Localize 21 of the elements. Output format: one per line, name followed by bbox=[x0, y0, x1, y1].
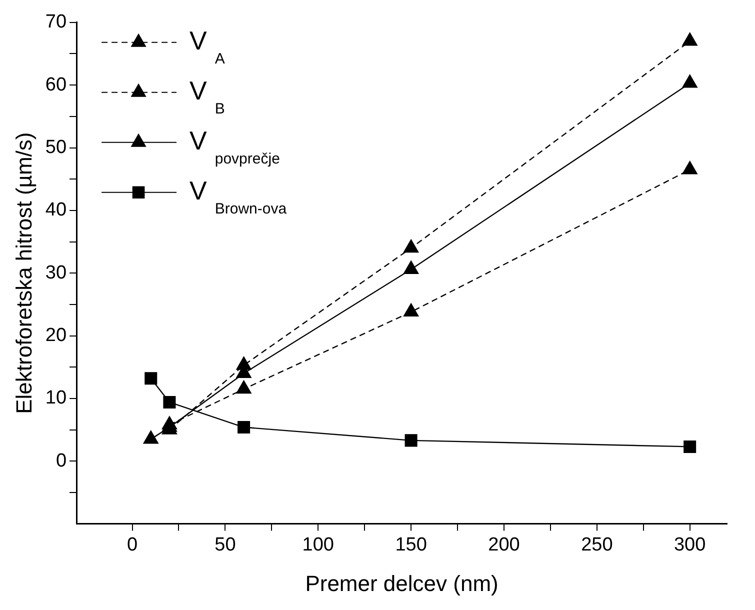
y-tick-label: 60 bbox=[45, 74, 67, 96]
y-tick-label: 40 bbox=[45, 200, 67, 221]
x-tick-label: 50 bbox=[214, 534, 236, 556]
x-tick-label: 150 bbox=[395, 534, 427, 556]
y-axis-title: Elektroforetska hitrost (µm/s) bbox=[11, 132, 36, 414]
x-tick-label: 0 bbox=[127, 534, 138, 556]
x-tick-label: 300 bbox=[674, 534, 706, 556]
legend-label: VBrown-ova bbox=[190, 176, 288, 218]
y-tick-label: 10 bbox=[45, 388, 67, 409]
legend-label: Vpovprečje bbox=[190, 126, 280, 168]
x-axis-title: Premer delcev (nm) bbox=[305, 570, 498, 596]
y-tick-label: 0 bbox=[56, 450, 67, 472]
x-tick-label: 200 bbox=[488, 534, 520, 556]
y-tick-label: 50 bbox=[45, 136, 67, 158]
y-tick-label: 20 bbox=[45, 325, 67, 346]
y-tick-label: 30 bbox=[45, 262, 67, 284]
legend-label: VA bbox=[190, 26, 225, 68]
x-tick-label: 100 bbox=[302, 534, 334, 556]
y-tick-label: 70 bbox=[45, 12, 67, 33]
x-tick-label: 250 bbox=[581, 534, 613, 556]
legend-label: VB bbox=[190, 76, 225, 118]
